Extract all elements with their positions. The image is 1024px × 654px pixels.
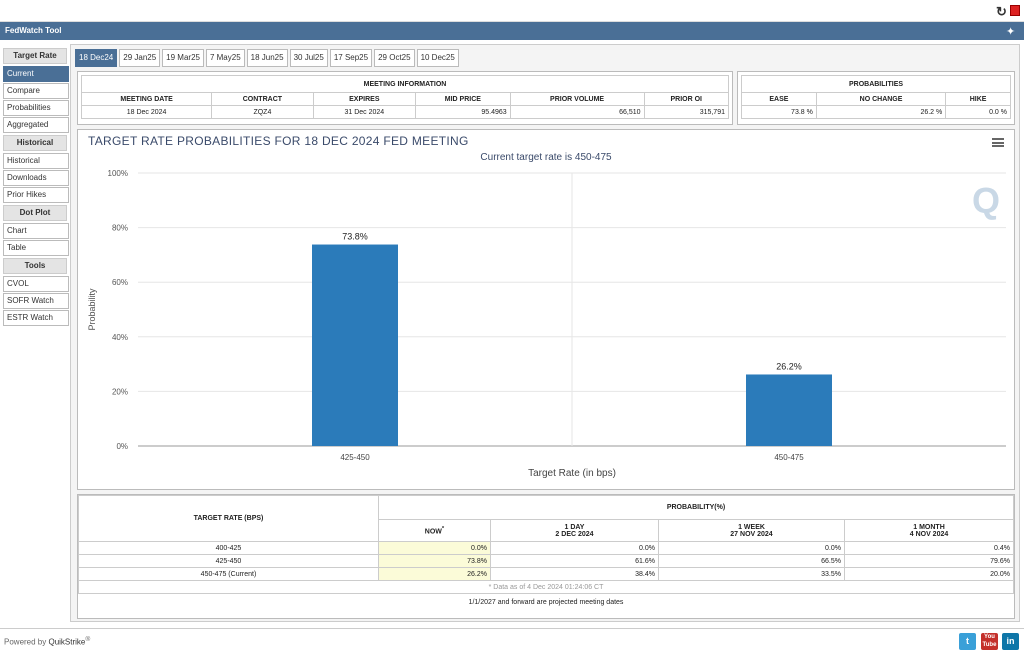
probability-history-panel: TARGET RATE (BPS) PROBABILITY(%) NOW* 1 …	[77, 494, 1015, 619]
twitter-icon[interactable]: ✦	[1006, 26, 1016, 38]
probability-heading: PROBABILITY(%)	[378, 495, 1014, 520]
bottom-bar: Powered by QuikStrike® t You Tube in	[0, 628, 1024, 654]
meeting-info-table: MEETING INFORMATION MEETING DATE CONTRAC…	[80, 75, 730, 119]
sidebar-heading-target-rate: Target Rate	[3, 48, 67, 64]
col-target-rate: TARGET RATE (BPS)	[78, 495, 379, 542]
col-prior-oi: PRIOR OI	[643, 92, 730, 106]
quikstrike-watermark: Q	[971, 180, 1000, 221]
no-change-value: 26.2 %	[815, 105, 947, 119]
chart-title: TARGET RATE PROBABILITIES FOR 18 DEC 202…	[88, 134, 469, 148]
data-label: 73.8%	[342, 232, 368, 242]
sidebar-item-probabilities[interactable]: Probabilities	[3, 100, 69, 116]
col-1-day: 1 DAY 2 DEC 2024	[490, 519, 659, 542]
meeting-date-value: 18 Dec 2024	[80, 105, 213, 119]
table-row: 425-450 73.8% 61.6% 66.5% 79.6%	[78, 554, 1014, 568]
tab-meeting[interactable]: 7 May25	[205, 49, 245, 67]
x-tick-label: 450-475	[774, 453, 804, 462]
col-now: NOW*	[378, 519, 491, 542]
y-tick-label: 100%	[108, 169, 128, 178]
tab-meeting[interactable]: 10 Dec25	[416, 49, 459, 67]
data-label: 26.2%	[776, 361, 802, 371]
y-tick-label: 0%	[116, 442, 128, 451]
col-no-change: NO CHANGE	[815, 92, 947, 106]
powered-by: Powered by QuikStrike®	[4, 636, 91, 647]
col-hike: HIKE	[945, 92, 1011, 106]
projected-dates-note: 1/1/2027 and forward are projected meeti…	[468, 599, 624, 606]
table-row: 400-425 0.0% 0.0% 0.0% 0.4%	[78, 541, 1014, 555]
menu-icon[interactable]	[992, 138, 1004, 147]
x-axis-label: Target Rate (in bps)	[528, 468, 616, 479]
tab-meeting[interactable]: 30 Jul25	[289, 49, 328, 67]
expires-value: 31 Dec 2024	[312, 105, 417, 119]
main-panel: 18 Dec24 29 Jan25 19 Mar25 7 May25 18 Ju…	[70, 44, 1020, 622]
data-as-of-note: * Data as of 4 Dec 2024 01:24:06 CT	[78, 580, 1014, 594]
ease-value: 73.8 %	[741, 105, 817, 119]
y-axis-label: Probability	[87, 288, 97, 331]
col-ease: EASE	[741, 92, 817, 106]
sidebar-item-prior-hikes[interactable]: Prior Hikes	[3, 187, 69, 203]
col-1-week: 1 WEEK 27 NOV 2024	[658, 519, 845, 542]
y-tick-label: 20%	[112, 387, 128, 396]
sidebar-item-aggregated[interactable]: Aggregated	[3, 117, 69, 133]
col-mid-price: MID PRICE	[415, 92, 511, 106]
sidebar-item-historical[interactable]: Historical	[3, 153, 69, 169]
col-contract: CONTRACT	[211, 92, 314, 106]
sidebar-item-cvol[interactable]: CVOL	[3, 276, 69, 292]
tab-meeting[interactable]: 29 Oct25	[374, 49, 415, 67]
probability-history-table: TARGET RATE (BPS) PROBABILITY(%) NOW* 1 …	[78, 495, 1014, 594]
prior-oi-value: 315,791	[643, 105, 730, 119]
col-prior-volume: PRIOR VOLUME	[509, 92, 645, 106]
title-bar: FedWatch Tool ✦	[0, 22, 1024, 40]
hike-value: 0.0 %	[945, 105, 1011, 119]
prior-volume-value: 66,510	[509, 105, 645, 119]
app-title: FedWatch Tool	[5, 26, 62, 35]
meeting-info-heading: MEETING INFORMATION	[81, 75, 729, 93]
probabilities-panel: PROBABILITIES EASE NO CHANGE HIKE 73.8 %…	[737, 71, 1015, 125]
tab-meeting[interactable]: 19 Mar25	[162, 49, 204, 67]
tab-meeting[interactable]: 29 Jan25	[119, 49, 161, 67]
sidebar: Target Rate Current Compare Probabilitie…	[0, 46, 70, 327]
probabilities-table: PROBABILITIES EASE NO CHANGE HIKE 73.8 %…	[741, 75, 1011, 119]
y-tick-label: 40%	[112, 333, 128, 342]
sidebar-item-table[interactable]: Table	[3, 240, 69, 256]
sidebar-heading-tools: Tools	[3, 258, 67, 274]
top-bar: ↻	[0, 0, 1024, 22]
twitter-icon[interactable]: t	[959, 633, 976, 650]
tab-meeting[interactable]: 17 Sep25	[329, 49, 373, 67]
sidebar-heading-historical: Historical	[3, 135, 67, 151]
probabilities-heading: PROBABILITIES	[741, 75, 1011, 93]
pdf-icon[interactable]	[1010, 5, 1020, 16]
sidebar-heading-dot-plot: Dot Plot	[3, 205, 67, 221]
mid-price-value: 95.4963	[415, 105, 511, 119]
chart-panel: TARGET RATE PROBABILITIES FOR 18 DEC 202…	[77, 129, 1015, 490]
y-tick-label: 60%	[112, 278, 128, 287]
sidebar-item-sofr-watch[interactable]: SOFR Watch	[3, 293, 69, 309]
table-row: 450-475 (Current) 26.2% 38.4% 33.5% 20.0…	[78, 567, 1014, 581]
meeting-info-panel: MEETING INFORMATION MEETING DATE CONTRAC…	[77, 71, 733, 125]
sidebar-item-downloads[interactable]: Downloads	[3, 170, 69, 186]
contract-value: ZQZ4	[211, 105, 314, 119]
sidebar-item-estr-watch[interactable]: ESTR Watch	[3, 310, 69, 326]
chart-subtitle: Current target rate is 450-475	[480, 152, 612, 163]
bar	[746, 374, 832, 446]
sidebar-item-compare[interactable]: Compare	[3, 83, 69, 99]
linkedin-icon[interactable]: in	[1002, 633, 1019, 650]
y-tick-label: 80%	[112, 224, 128, 233]
sidebar-item-current[interactable]: Current	[3, 66, 69, 82]
sidebar-item-chart[interactable]: Chart	[3, 223, 69, 239]
reload-icon[interactable]: ↻	[996, 4, 1007, 19]
col-meeting-date: MEETING DATE	[80, 92, 213, 106]
meeting-tabs: 18 Dec24 29 Jan25 19 Mar25 7 May25 18 Ju…	[75, 49, 461, 67]
tab-meeting[interactable]: 18 Jun25	[246, 49, 288, 67]
tab-meeting[interactable]: 18 Dec24	[75, 49, 118, 67]
x-tick-label: 425-450	[340, 453, 370, 462]
col-1-month: 1 MONTH 4 NOV 2024	[844, 519, 1014, 542]
col-expires: EXPIRES	[312, 92, 417, 106]
bar-chart: 0% 20% 40% 60% 80% 100% 73.8% 425-450 26.2% 450-4…	[87, 169, 1006, 479]
bar	[312, 244, 398, 446]
youtube-icon[interactable]: You Tube	[981, 633, 998, 650]
